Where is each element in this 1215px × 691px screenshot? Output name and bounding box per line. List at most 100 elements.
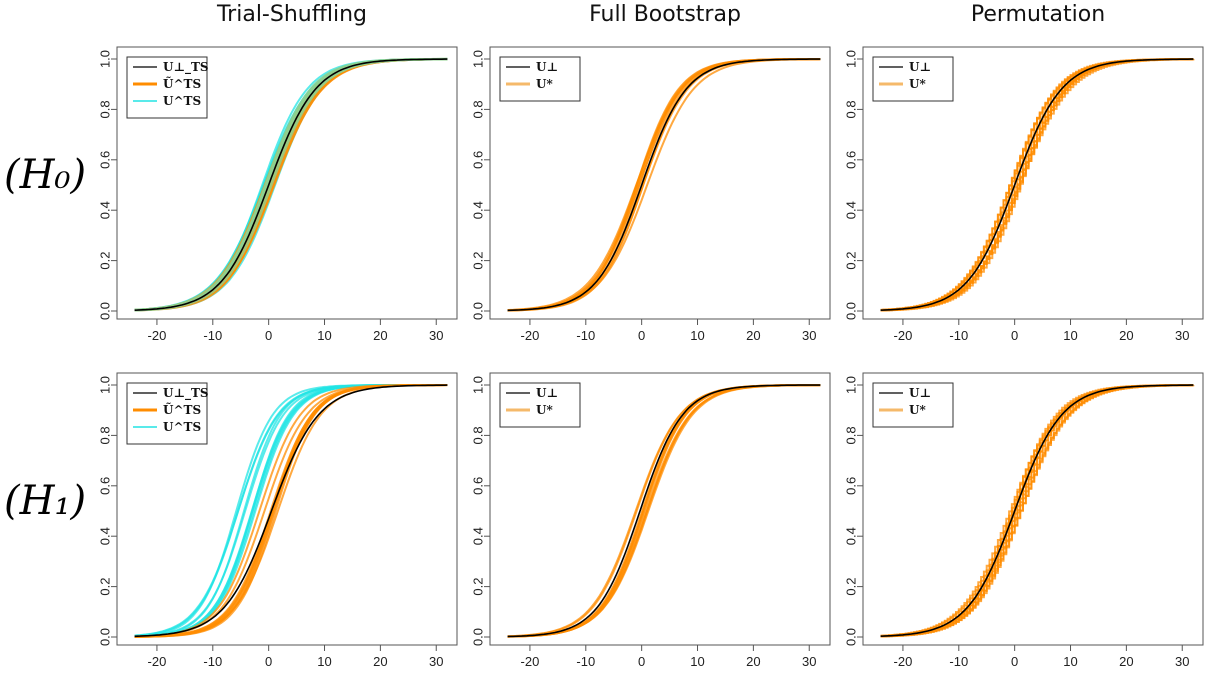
series-reference-line [134, 58, 448, 311]
x-tick-label: 0 [1011, 328, 1018, 343]
x-tick-label: 0 [638, 328, 645, 343]
legend-label: U^TS [163, 94, 201, 108]
y-tick-label: 0.2 [844, 252, 859, 270]
row-label-h1: (H₁) [4, 478, 87, 524]
panel-H0-full-bootstrap: -20 -10 0 10 20 30 0.0 0.2 0.4 0.6 0.8 1.0 U⊥ U* [471, 46, 831, 343]
y-tick-label: 0.2 [98, 252, 113, 270]
legend-label: U⊥_TS [163, 60, 209, 75]
y-tick-label: 0.2 [98, 578, 113, 596]
row-label-h0: (H₀) [4, 152, 87, 198]
legend-label: U* [536, 77, 553, 91]
x-tick-label: 10 [1063, 328, 1077, 343]
legend-box [872, 382, 954, 428]
y-tick-label: 0.4 [844, 527, 859, 545]
y-tick-label: 0.4 [471, 201, 486, 219]
y-tick-label: 0.8 [98, 100, 113, 118]
y-tick-label: 0.4 [844, 201, 859, 219]
y-tick-label: 0.0 [98, 628, 113, 646]
legend-label: U* [909, 403, 926, 417]
y-tick-label: 0.0 [471, 302, 486, 320]
x-tick-label: 30 [429, 654, 443, 669]
y-tick-label: 0.6 [471, 151, 486, 169]
legend-label: U^TS [163, 420, 201, 434]
y-tick-label: 1.0 [471, 376, 486, 394]
y-tick-label: 1.0 [98, 50, 113, 68]
series-reference-line [880, 58, 1194, 311]
y-tick-label: 1.0 [844, 50, 859, 68]
y-tick-label: 0.6 [98, 477, 113, 495]
y-tick-label: 0.2 [844, 578, 859, 596]
x-tick-label: 30 [802, 328, 816, 343]
y-tick-label: 0.0 [98, 302, 113, 320]
x-tick-label: 30 [802, 654, 816, 669]
y-tick-label: 1.0 [844, 376, 859, 394]
x-tick-label: 0 [265, 654, 272, 669]
x-tick-label: -10 [949, 654, 968, 669]
column-title-full-bootstrap: Full Bootstrap [589, 2, 741, 27]
column-title-trial-shuffling: Trial-Shuffling [216, 2, 368, 27]
legend-label: U* [909, 77, 926, 91]
x-tick-label: -20 [521, 654, 540, 669]
legend-label: Ũ^TS [163, 402, 201, 417]
y-tick-label: 0.0 [471, 628, 486, 646]
x-tick-label: -20 [148, 328, 167, 343]
x-tick-label: 10 [690, 328, 704, 343]
x-tick-label: 30 [1175, 654, 1189, 669]
legend-box [872, 56, 954, 102]
x-tick-label: -20 [148, 654, 167, 669]
y-tick-label: 0.0 [844, 302, 859, 320]
x-tick-label: 10 [1063, 654, 1077, 669]
y-tick-label: 0.0 [844, 628, 859, 646]
legend-label: U⊥ [909, 386, 931, 400]
y-tick-label: 0.8 [471, 100, 486, 118]
x-tick-label: 20 [746, 328, 760, 343]
y-tick-label: 0.2 [471, 252, 486, 270]
x-tick-label: -10 [203, 654, 222, 669]
legend-label: U* [536, 403, 553, 417]
legend-label: U⊥ [909, 60, 931, 74]
y-tick-label: 0.2 [471, 578, 486, 596]
y-tick-label: 0.6 [98, 151, 113, 169]
legend-label: U⊥_TS [163, 386, 209, 401]
x-tick-label: 20 [1119, 654, 1133, 669]
x-tick-label: 20 [373, 654, 387, 669]
x-tick-label: 30 [1175, 328, 1189, 343]
y-tick-label: 0.4 [98, 201, 113, 219]
x-tick-label: 0 [638, 654, 645, 669]
series-reference-line [134, 384, 448, 638]
panel-H0-trial-shuffling: -20 -10 0 10 20 30 0.0 0.2 0.4 0.6 0.8 1.0 U⊥_TSŨ^T… [98, 46, 458, 343]
y-tick-label: 1.0 [98, 376, 113, 394]
x-tick-label: -10 [576, 654, 595, 669]
y-tick-label: 0.4 [98, 527, 113, 545]
legend-box [499, 56, 581, 102]
panel-H1-full-bootstrap: -20 -10 0 10 20 30 0.0 0.2 0.4 0.6 0.8 1.0 U⊥ U* [471, 372, 831, 669]
y-tick-label: 0.6 [844, 151, 859, 169]
series-reference-line [880, 384, 1194, 637]
panel-H0-permutation: -20 -10 0 10 20 30 0.0 0.2 0.4 0.6 0.8 1.0 U⊥ U* [844, 46, 1204, 343]
x-tick-label: 10 [317, 654, 331, 669]
panel-H1-permutation: -20 -10 0 10 20 30 0.0 0.2 0.4 0.6 0.8 1.0 U⊥ U* [844, 372, 1204, 669]
series-reference-line [507, 58, 821, 312]
y-tick-label: 0.6 [844, 477, 859, 495]
x-tick-label: 0 [265, 328, 272, 343]
legend-box [499, 382, 581, 428]
y-tick-label: 0.8 [844, 426, 859, 444]
x-tick-label: 0 [1011, 654, 1018, 669]
legend-label: Ũ^TS [163, 76, 201, 91]
legend-label: U⊥ [536, 386, 558, 400]
y-tick-label: 0.4 [471, 527, 486, 545]
y-tick-label: 0.8 [844, 100, 859, 118]
y-tick-label: 0.6 [471, 477, 486, 495]
x-tick-label: -20 [894, 654, 913, 669]
x-tick-label: 10 [690, 654, 704, 669]
y-tick-label: 0.8 [98, 426, 113, 444]
x-tick-label: 10 [317, 328, 331, 343]
y-tick-label: 1.0 [471, 50, 486, 68]
x-tick-label: -20 [521, 328, 540, 343]
x-tick-label: 20 [1119, 328, 1133, 343]
y-tick-label: 0.8 [471, 426, 486, 444]
legend-label: U⊥ [536, 60, 558, 74]
x-tick-label: 30 [429, 328, 443, 343]
x-tick-label: -10 [576, 328, 595, 343]
